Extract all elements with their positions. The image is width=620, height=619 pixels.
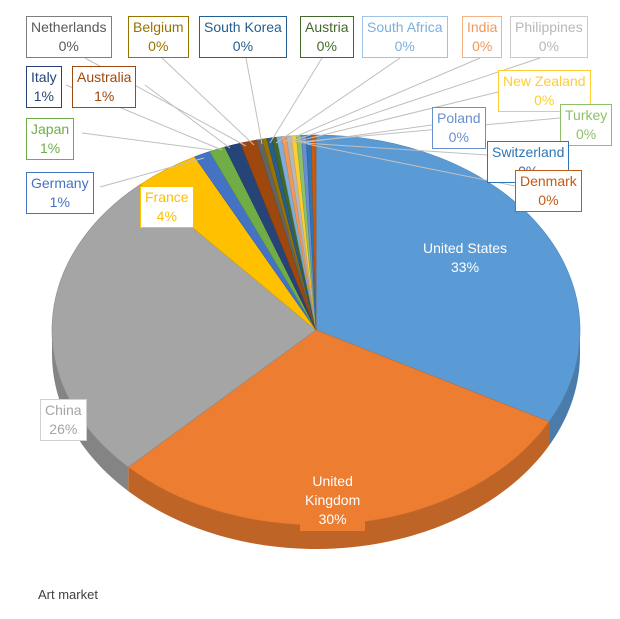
leader-line-denmark (306, 143, 516, 187)
data-label-name: Japan (31, 121, 70, 137)
data-label-netherlands: Netherlands 0% (26, 16, 112, 58)
data-label-value: 0% (58, 38, 79, 54)
data-label-name: Italy (31, 69, 57, 85)
data-label-value: 1% (94, 88, 115, 104)
data-label-new-zealand: New Zealand 0% (498, 70, 591, 112)
data-label-poland: Poland 0% (432, 107, 486, 149)
leader-line-australia (144, 84, 231, 149)
data-label-name: South Korea (204, 19, 282, 35)
data-label-japan: Japan 1% (26, 118, 75, 160)
leader-line-south-africa (275, 57, 401, 144)
data-label-value: 0% (394, 38, 415, 54)
data-label-value: 33% (451, 259, 480, 275)
data-label-name: China (45, 402, 82, 418)
data-label-value: 0% (538, 38, 559, 54)
data-label-value: 0% (316, 38, 337, 54)
data-label-value: 1% (33, 88, 54, 104)
data-label-france: France 4% (140, 186, 194, 228)
data-label-name: United States (423, 240, 508, 256)
leader-line-turkey (297, 117, 561, 143)
data-label-value: 0% (576, 126, 597, 142)
data-label-china: China 26% (40, 399, 87, 441)
slice-side-united-states (549, 330, 580, 446)
data-label-south-africa: South Africa 0% (362, 16, 448, 58)
data-label-name: Philippines (515, 19, 583, 35)
data-label-name: Netherlands (31, 19, 107, 35)
data-label-value: 0% (534, 92, 555, 108)
data-label-value: 0% (472, 38, 493, 54)
data-label-name: Germany (31, 175, 89, 191)
data-label-name: Turkey (565, 107, 608, 123)
leader-line-japan (81, 132, 213, 151)
data-label-name: Switzerland (492, 144, 565, 160)
data-label-germany: Germany 1% (26, 172, 94, 214)
data-label-value: 0% (448, 129, 469, 145)
data-label-south-korea: South Korea 0% (199, 16, 287, 58)
data-label-name: France (145, 189, 189, 205)
data-label-value: 26% (49, 421, 78, 437)
data-label-austria: Austria 0% (300, 16, 354, 58)
data-label-name: Kingdom (305, 492, 361, 508)
leader-line-germany (99, 157, 205, 188)
data-label-turkey: Turkey 0% (560, 104, 613, 146)
chart-title: Art market (38, 587, 98, 602)
slice-side-united-kingdom (128, 421, 550, 549)
data-label-value: 1% (39, 140, 61, 156)
data-label-australia: Australia 1% (72, 66, 137, 108)
data-label-name: New Zealand (503, 73, 586, 89)
data-label-name: Austria (305, 19, 349, 35)
data-label-united-states: United States 33% (418, 237, 513, 279)
data-label-name: Poland (437, 110, 481, 126)
data-label-value: 0% (232, 38, 254, 54)
data-label-name: United (312, 473, 353, 489)
leader-line-belgium (161, 57, 255, 146)
data-label-value: 30% (318, 511, 347, 527)
data-label-name: Belgium (133, 19, 184, 35)
data-label-name: Denmark (520, 173, 577, 189)
data-label-belgium: Belgium 0% (128, 16, 189, 58)
leader-line-india (282, 57, 481, 143)
data-label-denmark: Denmark 0% (515, 170, 582, 212)
data-label-value: 0% (148, 38, 169, 54)
data-label-india: India 0% (462, 16, 503, 58)
data-label-italy: Italy 1% (26, 66, 62, 108)
data-label-name: India (467, 19, 498, 35)
data-label-name: Australia (77, 69, 132, 85)
leader-line-austria (269, 57, 323, 144)
data-label-philippines: Philippines 0% (510, 16, 588, 58)
data-label-value: 4% (156, 208, 177, 224)
data-label-name: South Africa (367, 19, 443, 35)
leader-line-switzerland (303, 142, 488, 156)
leader-line-new-zealand (293, 91, 499, 143)
data-label-value: 1% (49, 194, 70, 210)
data-label-value: 0% (538, 192, 559, 208)
leader-line-poland (300, 124, 433, 144)
leader-line-south-korea (245, 57, 263, 145)
slice-china (51, 183, 317, 468)
data-label-united-kingdom: United Kingdom 30% (300, 470, 366, 531)
